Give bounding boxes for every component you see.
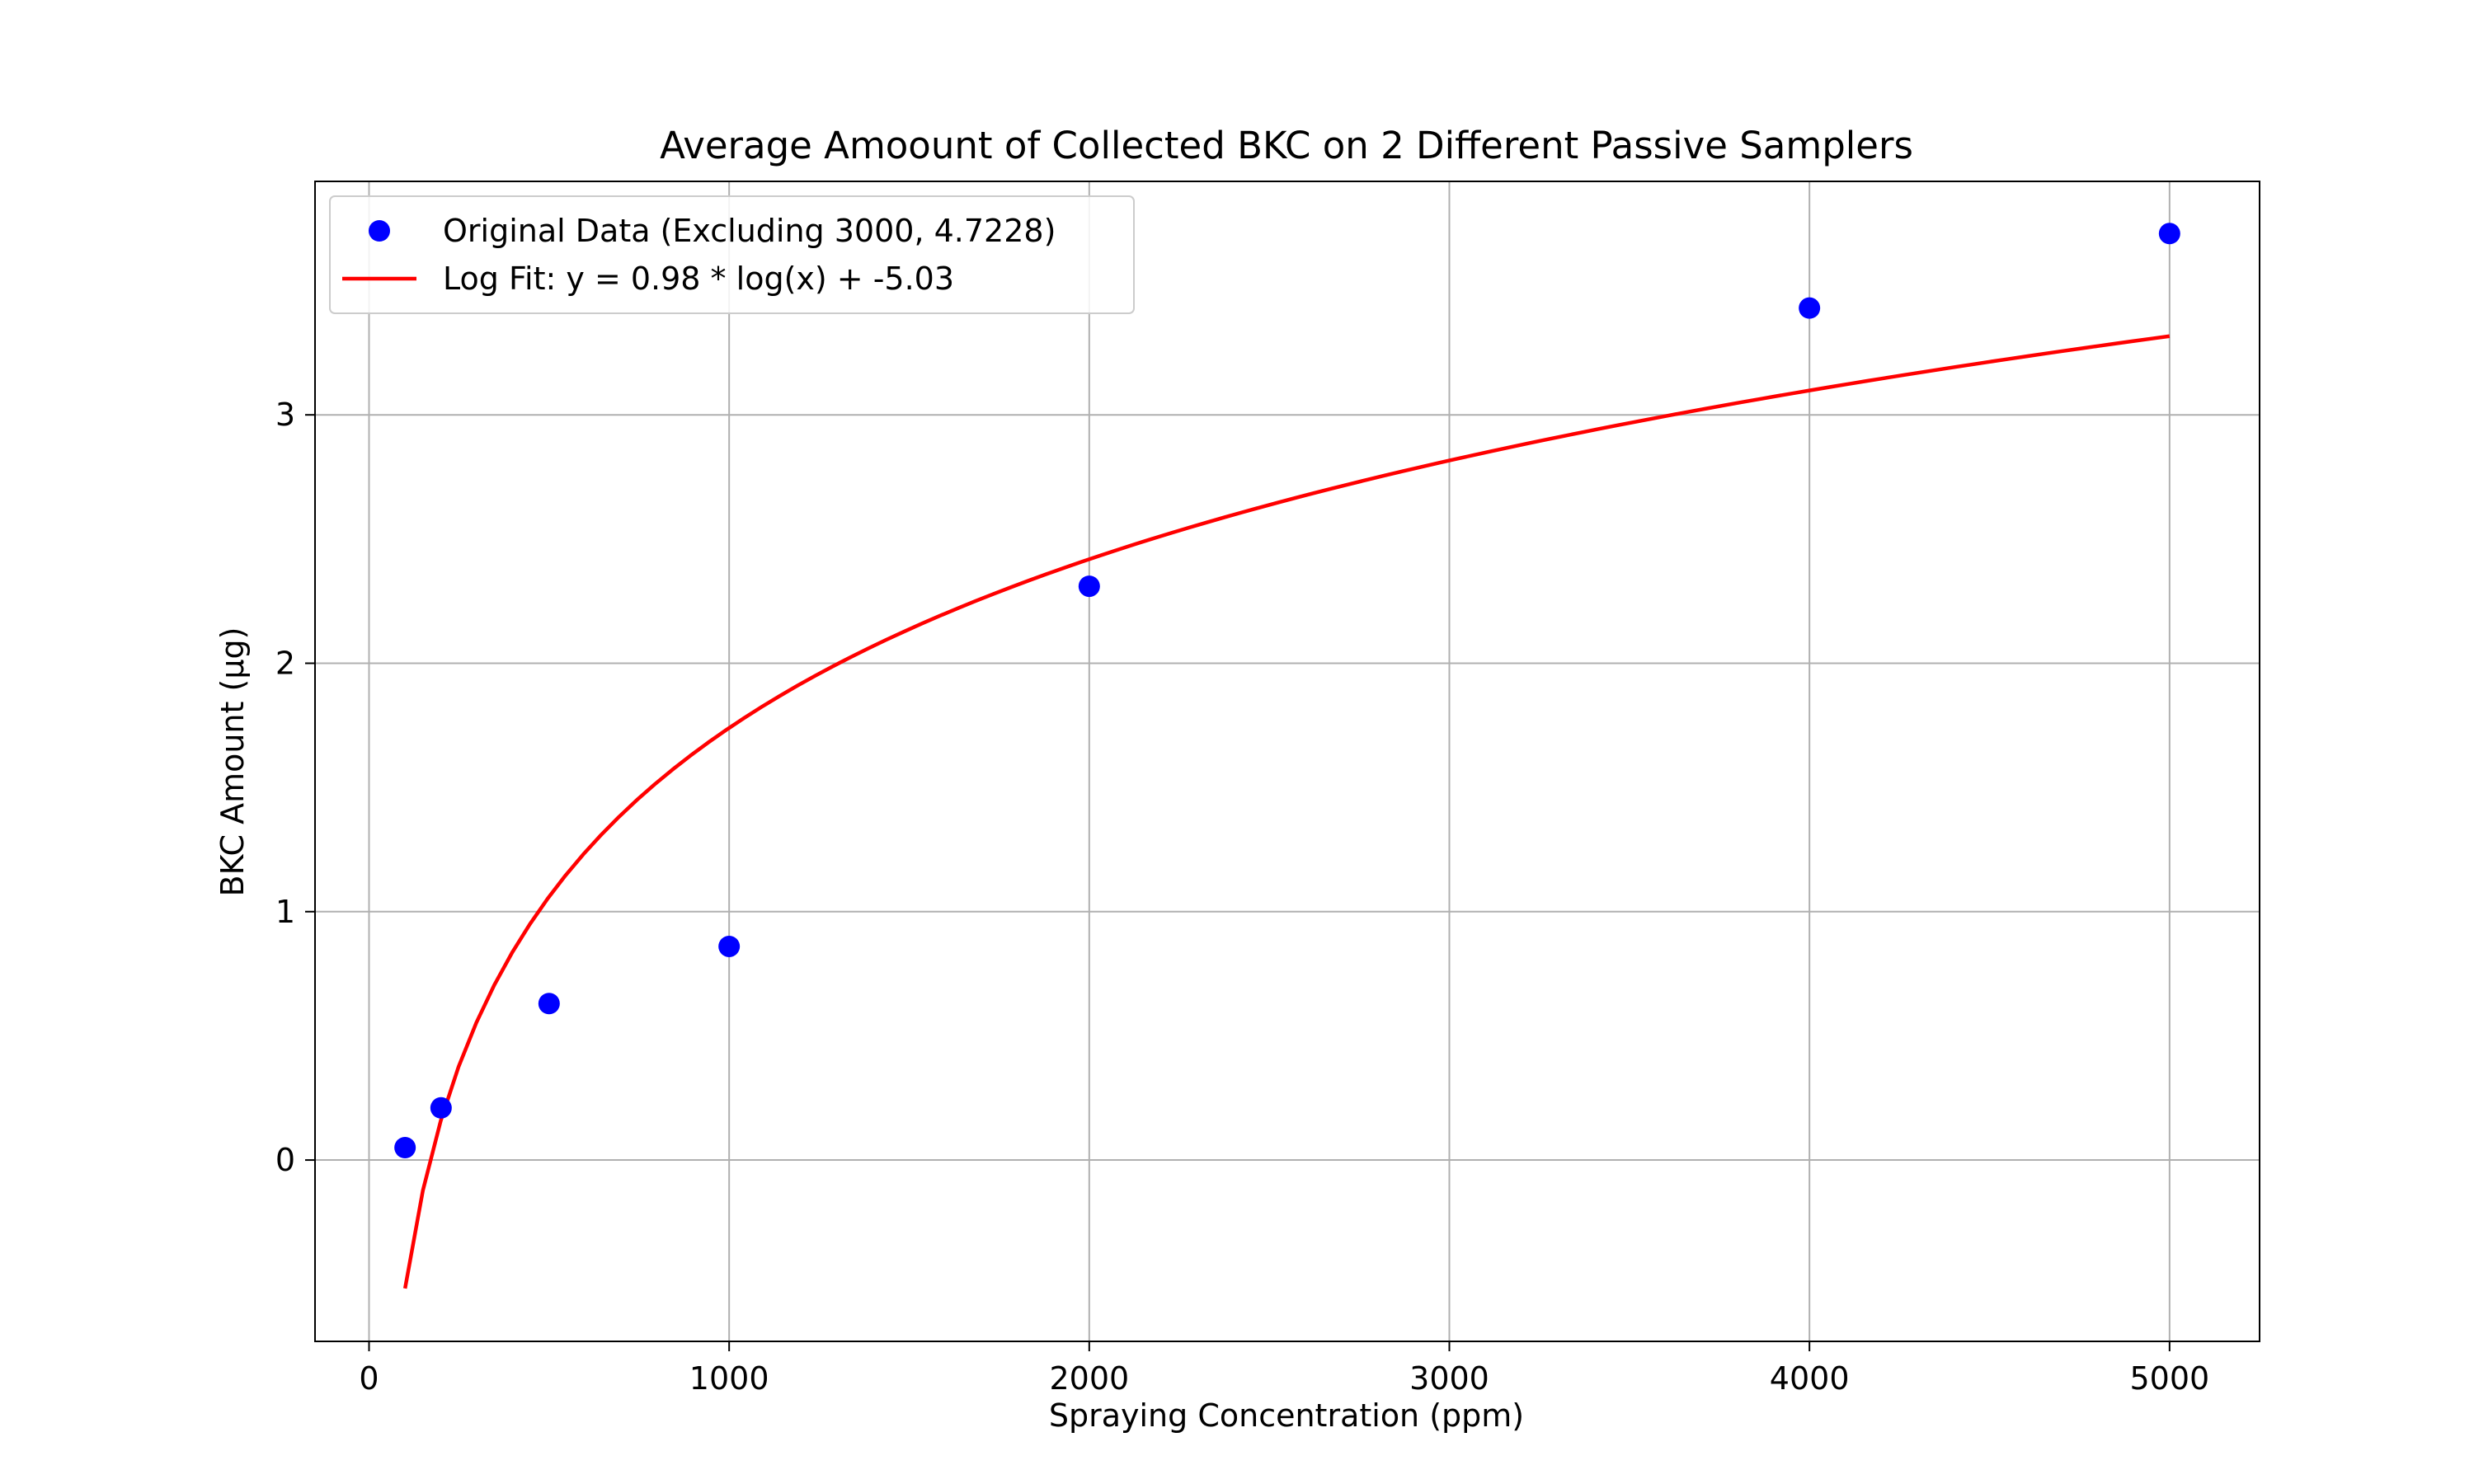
x-tick-label: 3000 bbox=[1409, 1360, 1489, 1397]
y-tick-label: 2 bbox=[275, 645, 295, 681]
legend-box bbox=[329, 195, 1135, 314]
data-point bbox=[394, 1136, 416, 1158]
x-axis-ticks: 0 1000 2000 3000 4000 5000 bbox=[359, 1341, 2209, 1397]
y-tick-label: 0 bbox=[275, 1142, 295, 1178]
data-point bbox=[430, 1097, 452, 1119]
data-point bbox=[1799, 297, 1821, 319]
y-axis-ticks: 0 1 2 3 bbox=[275, 397, 315, 1178]
fit-line bbox=[402, 334, 2171, 1289]
y-axis-title: BKC Amount (µg) bbox=[214, 627, 251, 897]
x-tick-label: 0 bbox=[359, 1360, 379, 1397]
chart-title: Average Amoount of Collected BKC on 2 Di… bbox=[660, 124, 1913, 167]
data-point bbox=[2158, 223, 2180, 245]
fit-line-layer bbox=[402, 334, 2171, 1289]
x-tick-label: 2000 bbox=[1049, 1360, 1129, 1397]
y-tick-label: 1 bbox=[275, 894, 295, 930]
grid bbox=[315, 181, 2260, 1341]
legend-label-fit: Log Fit: y = 0.98 * log(x) + -5.03 bbox=[443, 261, 954, 297]
x-axis-title: Spraying Concentration (ppm) bbox=[1049, 1397, 1524, 1434]
data-point bbox=[718, 935, 741, 957]
x-tick-label: 4000 bbox=[1770, 1360, 1850, 1397]
data-point bbox=[1078, 575, 1100, 598]
y-tick-label: 3 bbox=[275, 397, 295, 433]
data-point bbox=[538, 993, 560, 1015]
x-tick-label: 1000 bbox=[689, 1360, 769, 1397]
x-tick-label: 5000 bbox=[2129, 1360, 2209, 1397]
legend-label-scatter: Original Data (Excluding 3000, 4.7228) bbox=[443, 213, 1056, 249]
plot-area-frame bbox=[314, 181, 2260, 1342]
legend-marker-scatter bbox=[369, 220, 390, 242]
scatter-points-layer bbox=[394, 223, 2180, 1158]
legend: Original Data (Excluding 3000, 4.7228) L… bbox=[329, 195, 1135, 314]
